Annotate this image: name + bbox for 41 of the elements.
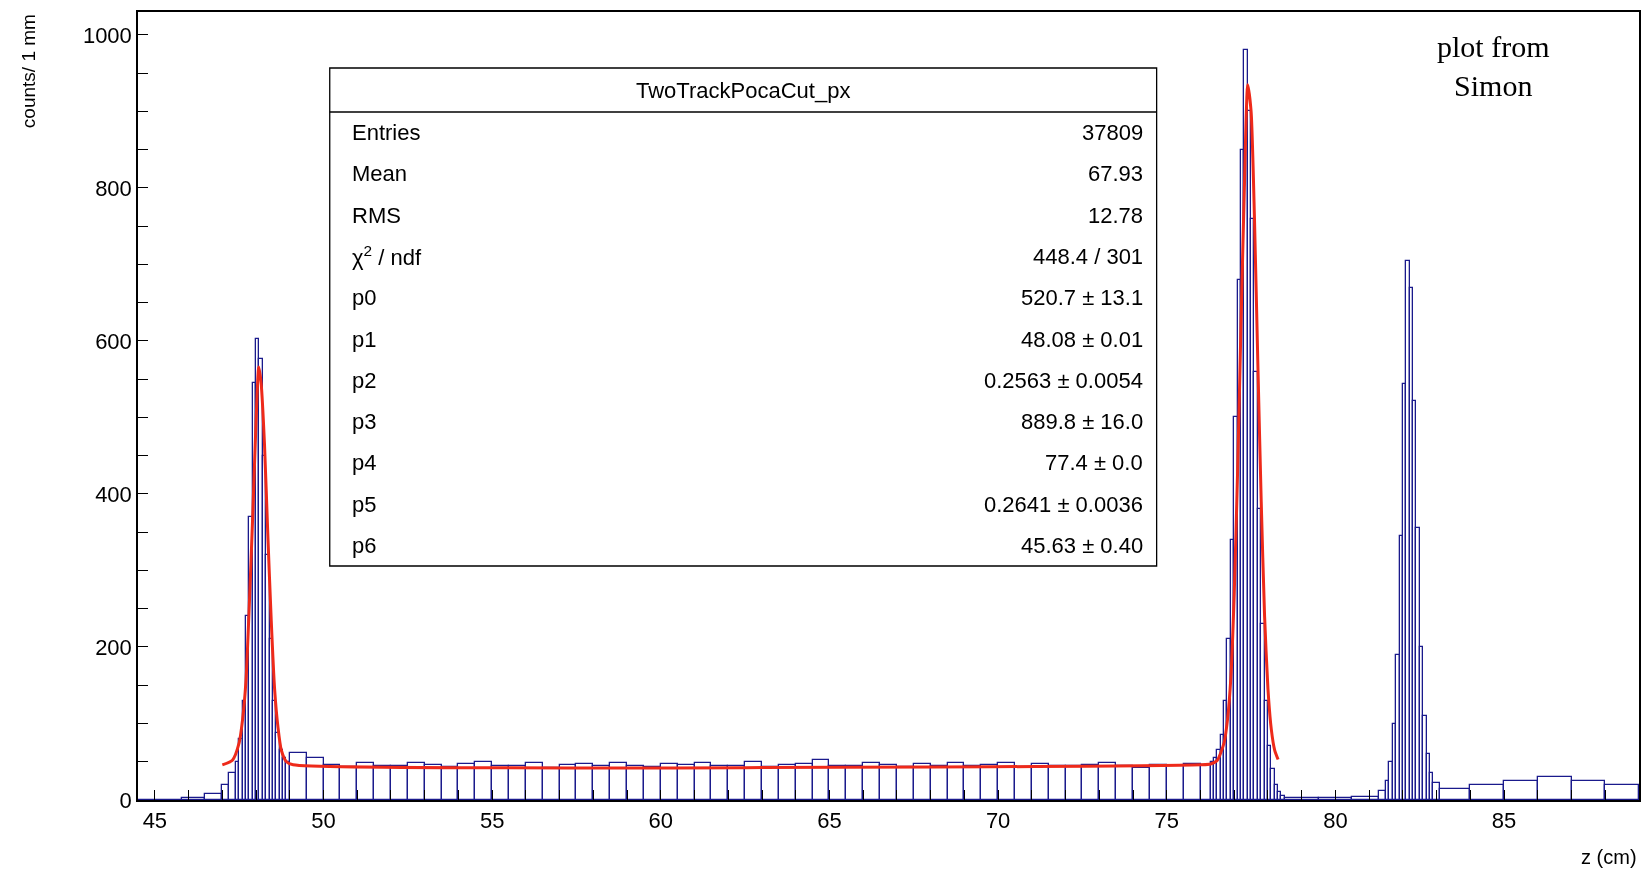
annotation: p4	[352, 450, 377, 475]
annotation: 48.08 ± 0.01	[1021, 327, 1144, 352]
y-tick-label: 600	[95, 328, 132, 354]
annotation: p6	[352, 533, 377, 558]
y-axis-title: counts/ 1 mm	[18, 14, 40, 129]
x-tick-label: 55	[479, 808, 505, 834]
annotation: 0.2563 ± 0.0054	[984, 368, 1143, 393]
annotation: p1	[352, 327, 377, 352]
annotation: p3	[352, 409, 377, 434]
annotation: TwoTrackPocaCut_px	[636, 78, 851, 103]
x-tick-label: 65	[817, 808, 842, 834]
x-tick-label: 70	[985, 808, 1011, 834]
annotation: 45.63 ± 0.40	[1021, 533, 1144, 558]
annotation: 520.7 ± 13.1	[1021, 285, 1144, 310]
annotation: Mean	[352, 161, 408, 186]
annotation: p2	[352, 368, 377, 393]
annotation: 67.93	[1088, 161, 1144, 186]
x-tick-label: 75	[1154, 808, 1180, 834]
annotation: Entries	[352, 120, 421, 145]
annotation: p0	[352, 285, 377, 310]
y-tick-label: 200	[95, 634, 132, 660]
annotation: 12.78	[1088, 203, 1144, 228]
annotation: χ$^{2}$ / ndf	[352, 242, 422, 271]
x-tick-label: 80	[1323, 808, 1348, 834]
x-axis-title: z (cm)	[1581, 846, 1637, 868]
annotation: 0.2641 ± 0.0036	[984, 492, 1143, 517]
y-tick-label: 0	[119, 787, 132, 813]
x-tick-label: 50	[311, 808, 336, 834]
annotation: plot from Simon	[1437, 30, 1550, 102]
annotation: p5	[352, 492, 377, 517]
annotation: 37809	[1082, 120, 1144, 145]
annotation: RMS	[352, 203, 401, 228]
x-tick-label: 45	[142, 808, 168, 834]
annotation: 448.4 / 301	[1033, 244, 1144, 269]
annotation: 77.4 ± 0.0	[1045, 450, 1143, 475]
y-tick-label: 400	[95, 481, 132, 507]
x-tick-label: 60	[648, 808, 674, 834]
y-tick-label: 1000	[82, 22, 132, 48]
y-tick-label: 800	[95, 175, 132, 201]
annotation: 889.8 ± 16.0	[1021, 409, 1144, 434]
x-tick-label: 85	[1491, 808, 1517, 834]
